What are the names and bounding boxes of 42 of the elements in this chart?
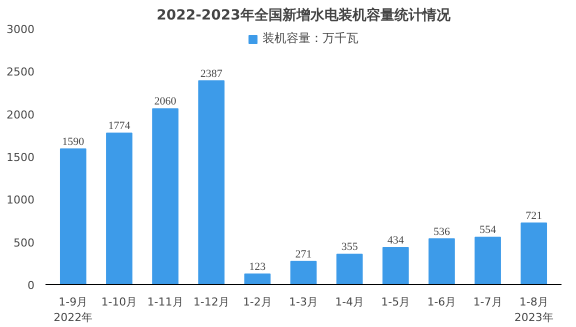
bar (336, 254, 363, 284)
y-tick-label: 2500 (6, 66, 35, 79)
x-tick-label: 1-3月 (289, 296, 318, 308)
data-label: 434 (387, 234, 404, 246)
x-tick-label: 1-10月 (101, 296, 138, 308)
legend-label: 装机容量：万千瓦 (262, 30, 358, 47)
x-tick-label: 1-7月 (473, 296, 502, 308)
x-tick-label: 1-2月 (242, 296, 272, 308)
y-tick-label: 1000 (6, 194, 35, 207)
y-tick-label: 3000 (6, 23, 35, 36)
bar (474, 236, 501, 284)
bar (520, 222, 548, 284)
bar (198, 80, 225, 284)
x-tick-label: 1-6月 (427, 296, 456, 308)
x-tick-label: 1-4月 (335, 296, 364, 308)
data-label: 554 (480, 224, 497, 236)
data-label: 271 (295, 248, 312, 260)
x-tick-label: 1-11月 (147, 296, 184, 308)
data-label: 2387 (200, 68, 223, 80)
data-label: 1590 (62, 136, 85, 148)
x-tick-label: 1-9月 2022年 (54, 296, 93, 324)
data-label: 1774 (108, 120, 131, 132)
y-tick-label: 2000 (6, 108, 35, 122)
data-label: 355 (341, 241, 358, 254)
data-label: 123 (249, 261, 266, 274)
bar (60, 148, 86, 284)
data-label: 536 (433, 226, 450, 238)
data-label: 2060 (154, 96, 177, 108)
bar (106, 132, 132, 284)
x-tick-label: 1-12月 (193, 296, 230, 308)
x-tick-label: 1-5月 (381, 296, 410, 308)
bar (290, 260, 317, 284)
chart-title: 2022-2023年全国新增水电装机容量统计情况 (156, 6, 452, 24)
x-tick-label: 1-8月 2023年 (514, 296, 554, 324)
data-label: 721 (526, 210, 542, 222)
bar (428, 238, 455, 284)
y-tick-label: 0 (28, 279, 34, 292)
y-tick-label: 1500 (6, 151, 35, 164)
bar (382, 246, 409, 284)
bar (244, 274, 271, 284)
y-tick-label: 500 (14, 236, 35, 250)
bar (152, 108, 178, 284)
